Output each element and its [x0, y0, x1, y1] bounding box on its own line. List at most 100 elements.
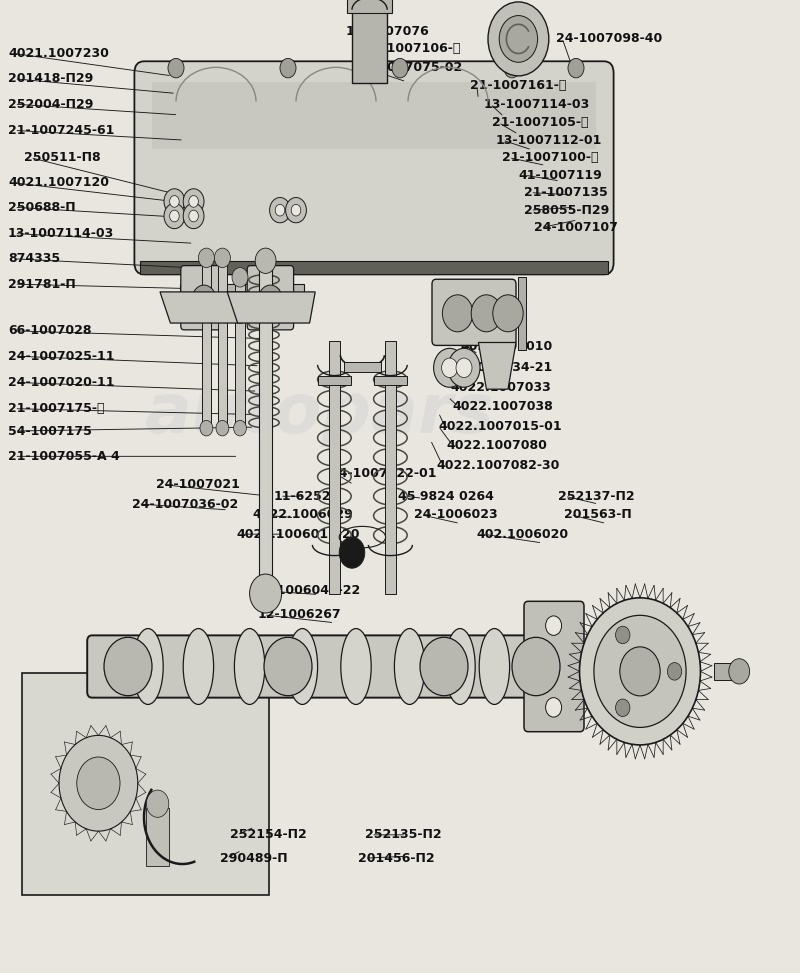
Circle shape [258, 285, 282, 314]
Polygon shape [160, 292, 248, 323]
Circle shape [392, 58, 408, 78]
Text: 252137-П2: 252137-П2 [558, 489, 635, 503]
FancyBboxPatch shape [524, 601, 584, 732]
Circle shape [615, 699, 630, 716]
Circle shape [216, 420, 229, 436]
Circle shape [164, 189, 185, 214]
Circle shape [471, 295, 502, 332]
Text: 54-1007175: 54-1007175 [8, 424, 92, 438]
FancyBboxPatch shape [181, 266, 227, 330]
Circle shape [620, 647, 660, 696]
Text: 874335: 874335 [8, 252, 60, 266]
Circle shape [568, 58, 584, 78]
Circle shape [192, 285, 216, 314]
Text: 4022.1006015-20: 4022.1006015-20 [236, 527, 359, 541]
Circle shape [420, 637, 468, 696]
Circle shape [270, 198, 290, 223]
Circle shape [434, 348, 466, 387]
Bar [385, 341, 396, 594]
Text: 24-1007022-01: 24-1007022-01 [330, 467, 436, 481]
Text: 290489-П: 290489-П [220, 851, 288, 865]
Text: 21-1007245-61: 21-1007245-61 [8, 124, 114, 137]
Circle shape [493, 295, 523, 332]
Bar [329, 341, 340, 594]
Text: 41-1007119: 41-1007119 [518, 168, 602, 182]
Circle shape [546, 616, 562, 635]
Circle shape [579, 597, 701, 745]
Bar [347, 0, 392, 13]
Text: 250688-П: 250688-П [8, 200, 76, 214]
Text: 24-1007025-11: 24-1007025-11 [8, 349, 114, 363]
Text: 21-1007135: 21-1007135 [524, 186, 608, 199]
Circle shape [232, 268, 248, 287]
Circle shape [234, 420, 246, 436]
Text: 291781-П: 291781-П [8, 277, 76, 291]
Text: 21-1007175-䄚: 21-1007175-䄚 [8, 402, 105, 415]
Circle shape [170, 196, 179, 207]
Bar [218, 258, 227, 428]
Bar [22, 673, 269, 895]
Circle shape [77, 757, 120, 810]
FancyBboxPatch shape [432, 279, 516, 345]
Text: 252154-П2: 252154-П2 [230, 828, 307, 842]
Circle shape [189, 196, 198, 207]
Circle shape [546, 698, 562, 717]
Text: 11-6252: 11-6252 [274, 489, 331, 503]
Bar [146, 808, 169, 866]
Circle shape [146, 790, 169, 817]
Text: 4022.1007082-30: 4022.1007082-30 [436, 458, 559, 472]
Text: 201418-П29: 201418-П29 [8, 72, 94, 86]
Circle shape [448, 348, 480, 387]
Circle shape [59, 736, 138, 831]
Bar [235, 277, 245, 428]
Circle shape [214, 248, 230, 268]
Bar [518, 277, 526, 350]
Circle shape [488, 2, 549, 76]
Text: 66-1007075-02: 66-1007075-02 [356, 60, 462, 74]
Text: 4022.1007033: 4022.1007033 [450, 380, 551, 394]
Text: 4021.1007230: 4021.1007230 [8, 47, 109, 60]
Text: 250511-П8: 250511-П8 [24, 151, 101, 164]
Text: 21-1007100-䄚: 21-1007100-䄚 [502, 151, 599, 164]
Text: 24-1007107: 24-1007107 [534, 221, 618, 234]
Polygon shape [227, 292, 315, 323]
Text: 21-1006049-22: 21-1006049-22 [254, 584, 361, 597]
Text: 4022.1006029: 4022.1006029 [252, 508, 353, 522]
Bar [259, 261, 272, 594]
Text: 4022.1007080: 4022.1007080 [446, 439, 547, 452]
Circle shape [255, 248, 276, 273]
Circle shape [286, 198, 306, 223]
Text: 21-1007105-䄚: 21-1007105-䄚 [492, 116, 589, 129]
Text: 21-1007161-䄚: 21-1007161-䄚 [470, 79, 566, 92]
Circle shape [280, 58, 296, 78]
Text: 66-1007028: 66-1007028 [8, 324, 91, 338]
Text: 252135-П2: 252135-П2 [365, 828, 442, 842]
Text: 4022.1007038: 4022.1007038 [452, 400, 553, 414]
Ellipse shape [234, 629, 265, 704]
Text: 24-1007021: 24-1007021 [156, 478, 240, 491]
Bar [352, 10, 387, 83]
Text: 13-1007114-03: 13-1007114-03 [484, 97, 590, 111]
Bar [140, 261, 608, 274]
Circle shape [170, 210, 179, 222]
Circle shape [183, 203, 204, 229]
Text: 13-1007112-01: 13-1007112-01 [496, 133, 602, 147]
Circle shape [183, 189, 204, 214]
Text: 258055-П29: 258055-П29 [524, 203, 610, 217]
Circle shape [164, 203, 185, 229]
Circle shape [499, 16, 538, 62]
Ellipse shape [287, 629, 318, 704]
Text: 201563-П: 201563-П [564, 508, 632, 522]
Text: 201456-П2: 201456-П2 [358, 851, 435, 865]
Bar [318, 376, 351, 385]
Circle shape [442, 358, 458, 378]
Text: 45 9824 0264: 45 9824 0264 [398, 489, 494, 503]
Circle shape [504, 58, 520, 78]
Text: 4021.1007120: 4021.1007120 [8, 176, 109, 190]
Text: autopars: autopars [145, 380, 495, 447]
Text: 21-1007106-䄚: 21-1007106-䄚 [364, 42, 460, 55]
Circle shape [512, 637, 560, 696]
Bar [714, 663, 736, 680]
Circle shape [667, 663, 682, 680]
Circle shape [104, 637, 152, 696]
